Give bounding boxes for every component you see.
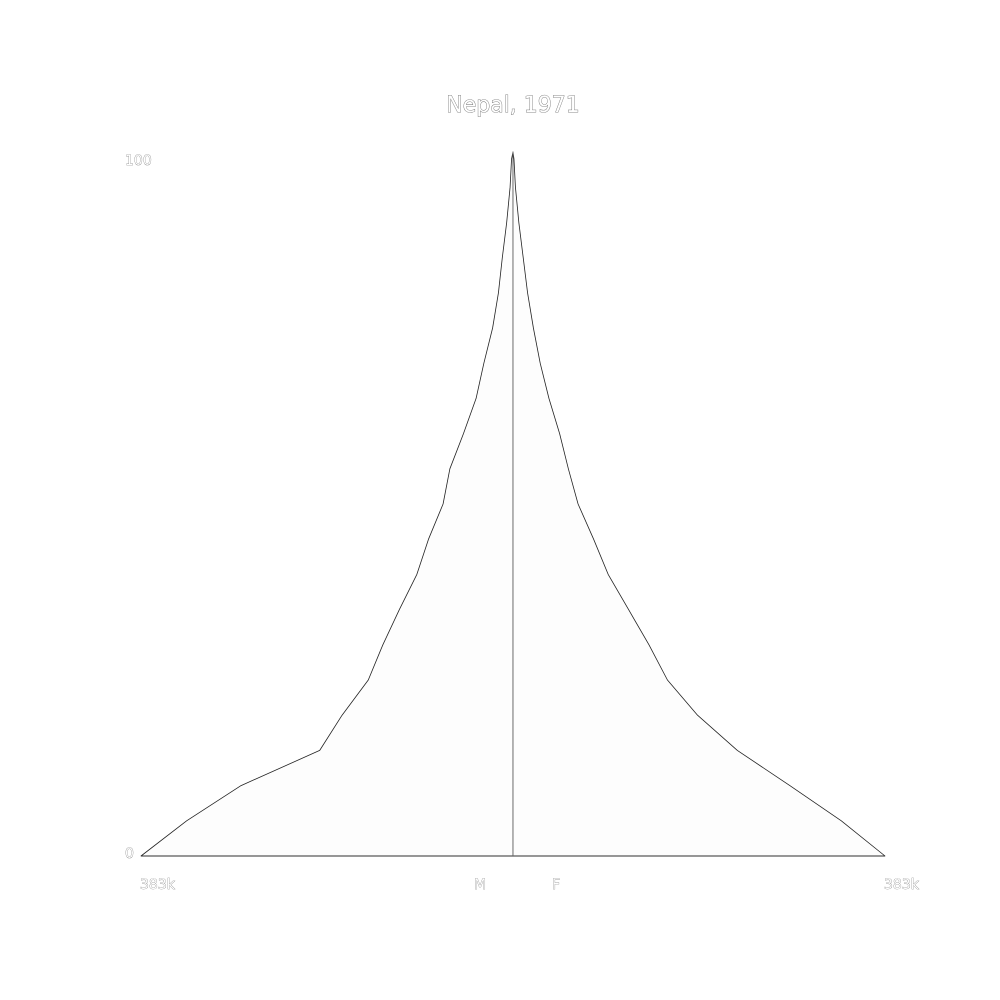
y-tick-label-bottom: 0 xyxy=(125,846,134,862)
series-label-m: M xyxy=(474,877,486,893)
series-label-f: F xyxy=(552,877,560,893)
area-series-f xyxy=(512,151,886,857)
x-right-label: 383k xyxy=(884,877,920,893)
chart-title: Nepal, 1971 xyxy=(446,93,580,118)
x-left-label: 383k xyxy=(140,877,176,893)
area-layer xyxy=(140,151,886,857)
y-tick-label-top: 100 xyxy=(125,153,152,169)
area-series-m xyxy=(140,151,514,857)
